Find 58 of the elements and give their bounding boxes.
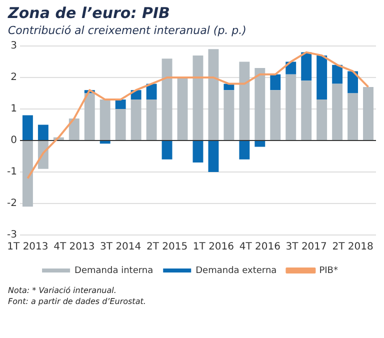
bar [363,86,374,140]
bar [162,141,172,160]
x-tick-label: 2T 2018 [332,242,374,253]
bar [254,141,266,147]
bar [115,100,126,109]
bar [68,118,80,140]
x-tick-label: 1T 2016 [192,242,234,253]
x-tick-label: 2T 2015 [146,242,188,253]
bar [22,115,33,140]
bar [270,74,281,90]
bar [100,141,110,144]
bar [146,100,157,140]
bar [316,55,328,100]
x-tick-label: 3T 2017 [286,242,327,253]
bar [348,71,358,94]
bar [162,58,172,140]
bar [100,100,110,140]
legend-label: Demanda externa [196,266,277,276]
bar [239,141,250,160]
x-tick-label: 4T 2013 [54,242,95,253]
bar [239,62,250,140]
bar [115,109,126,140]
bar [22,141,33,207]
bar [301,52,312,81]
y-tick-label: -3 [6,230,17,241]
x-tick-label: 4T 2016 [239,242,280,253]
bar [316,100,328,140]
bar [192,141,204,163]
legend-label: PIB* [319,266,338,276]
bar [332,64,343,84]
legend-label: Demanda interna [74,266,154,276]
text: Nota: * Variació interanual. [8,285,118,296]
bar [286,74,296,140]
y-tick-label: 3 [10,40,17,52]
bar [38,124,48,140]
y-tick-label: -2 [6,198,17,210]
y-tick-label: -1 [6,166,17,178]
y-tick-label: 0 [10,135,17,146]
bar [301,80,312,140]
bar [84,93,95,140]
bar [270,90,281,140]
y-tick-label: 2 [10,72,17,84]
x-tick-label: 1T 2013 [7,242,48,253]
bar [192,55,204,140]
chart-subtitle: Contribució al creixement interanual (p. p.) [8,24,248,37]
y-tick-label: 1 [10,104,17,115]
x-tick-label: 3T 2014 [100,242,142,253]
bar [208,141,219,172]
bar [130,100,142,140]
bar [208,49,219,140]
bar [146,84,157,100]
bar [177,78,188,140]
bar [348,93,358,140]
bar [332,84,343,140]
bar [254,68,266,140]
bar [224,90,234,140]
text: Font: a partir de dades d’Eurostat. [8,296,147,307]
chart-title: Zona de l’euro: PIB [8,4,171,22]
